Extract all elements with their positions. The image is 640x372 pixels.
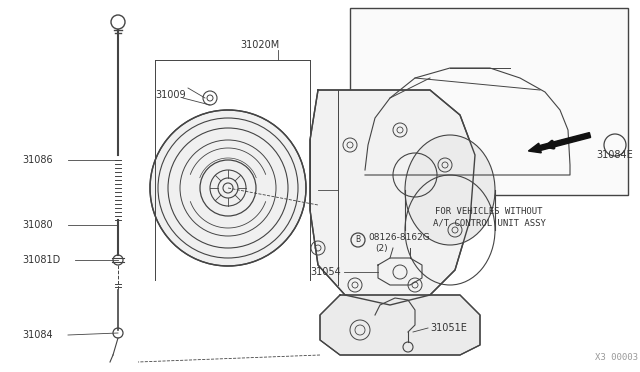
Text: A/T CONTROL UNIT ASSY: A/T CONTROL UNIT ASSY [433, 219, 545, 228]
Text: B: B [355, 235, 360, 244]
Polygon shape [310, 90, 475, 305]
Text: 31020M: 31020M [240, 40, 279, 50]
Text: 31009: 31009 [155, 90, 186, 100]
FancyArrow shape [529, 132, 591, 153]
Text: 31084E: 31084E [596, 150, 633, 160]
Text: 08126-8162G: 08126-8162G [368, 234, 429, 243]
Text: 31081D: 31081D [22, 255, 60, 265]
Text: 31084: 31084 [22, 330, 52, 340]
Text: 31054: 31054 [310, 267, 340, 277]
Text: 31086: 31086 [22, 155, 52, 165]
Text: FOR VEHICLES WITHOUT: FOR VEHICLES WITHOUT [435, 207, 543, 216]
Text: X3 00003: X3 00003 [595, 353, 638, 362]
Text: (2): (2) [375, 244, 388, 253]
Text: 31051E: 31051E [430, 323, 467, 333]
Text: 31080: 31080 [22, 220, 52, 230]
Polygon shape [150, 110, 306, 266]
Polygon shape [320, 295, 480, 355]
Bar [350, 8, 628, 195]
Ellipse shape [405, 135, 495, 245]
